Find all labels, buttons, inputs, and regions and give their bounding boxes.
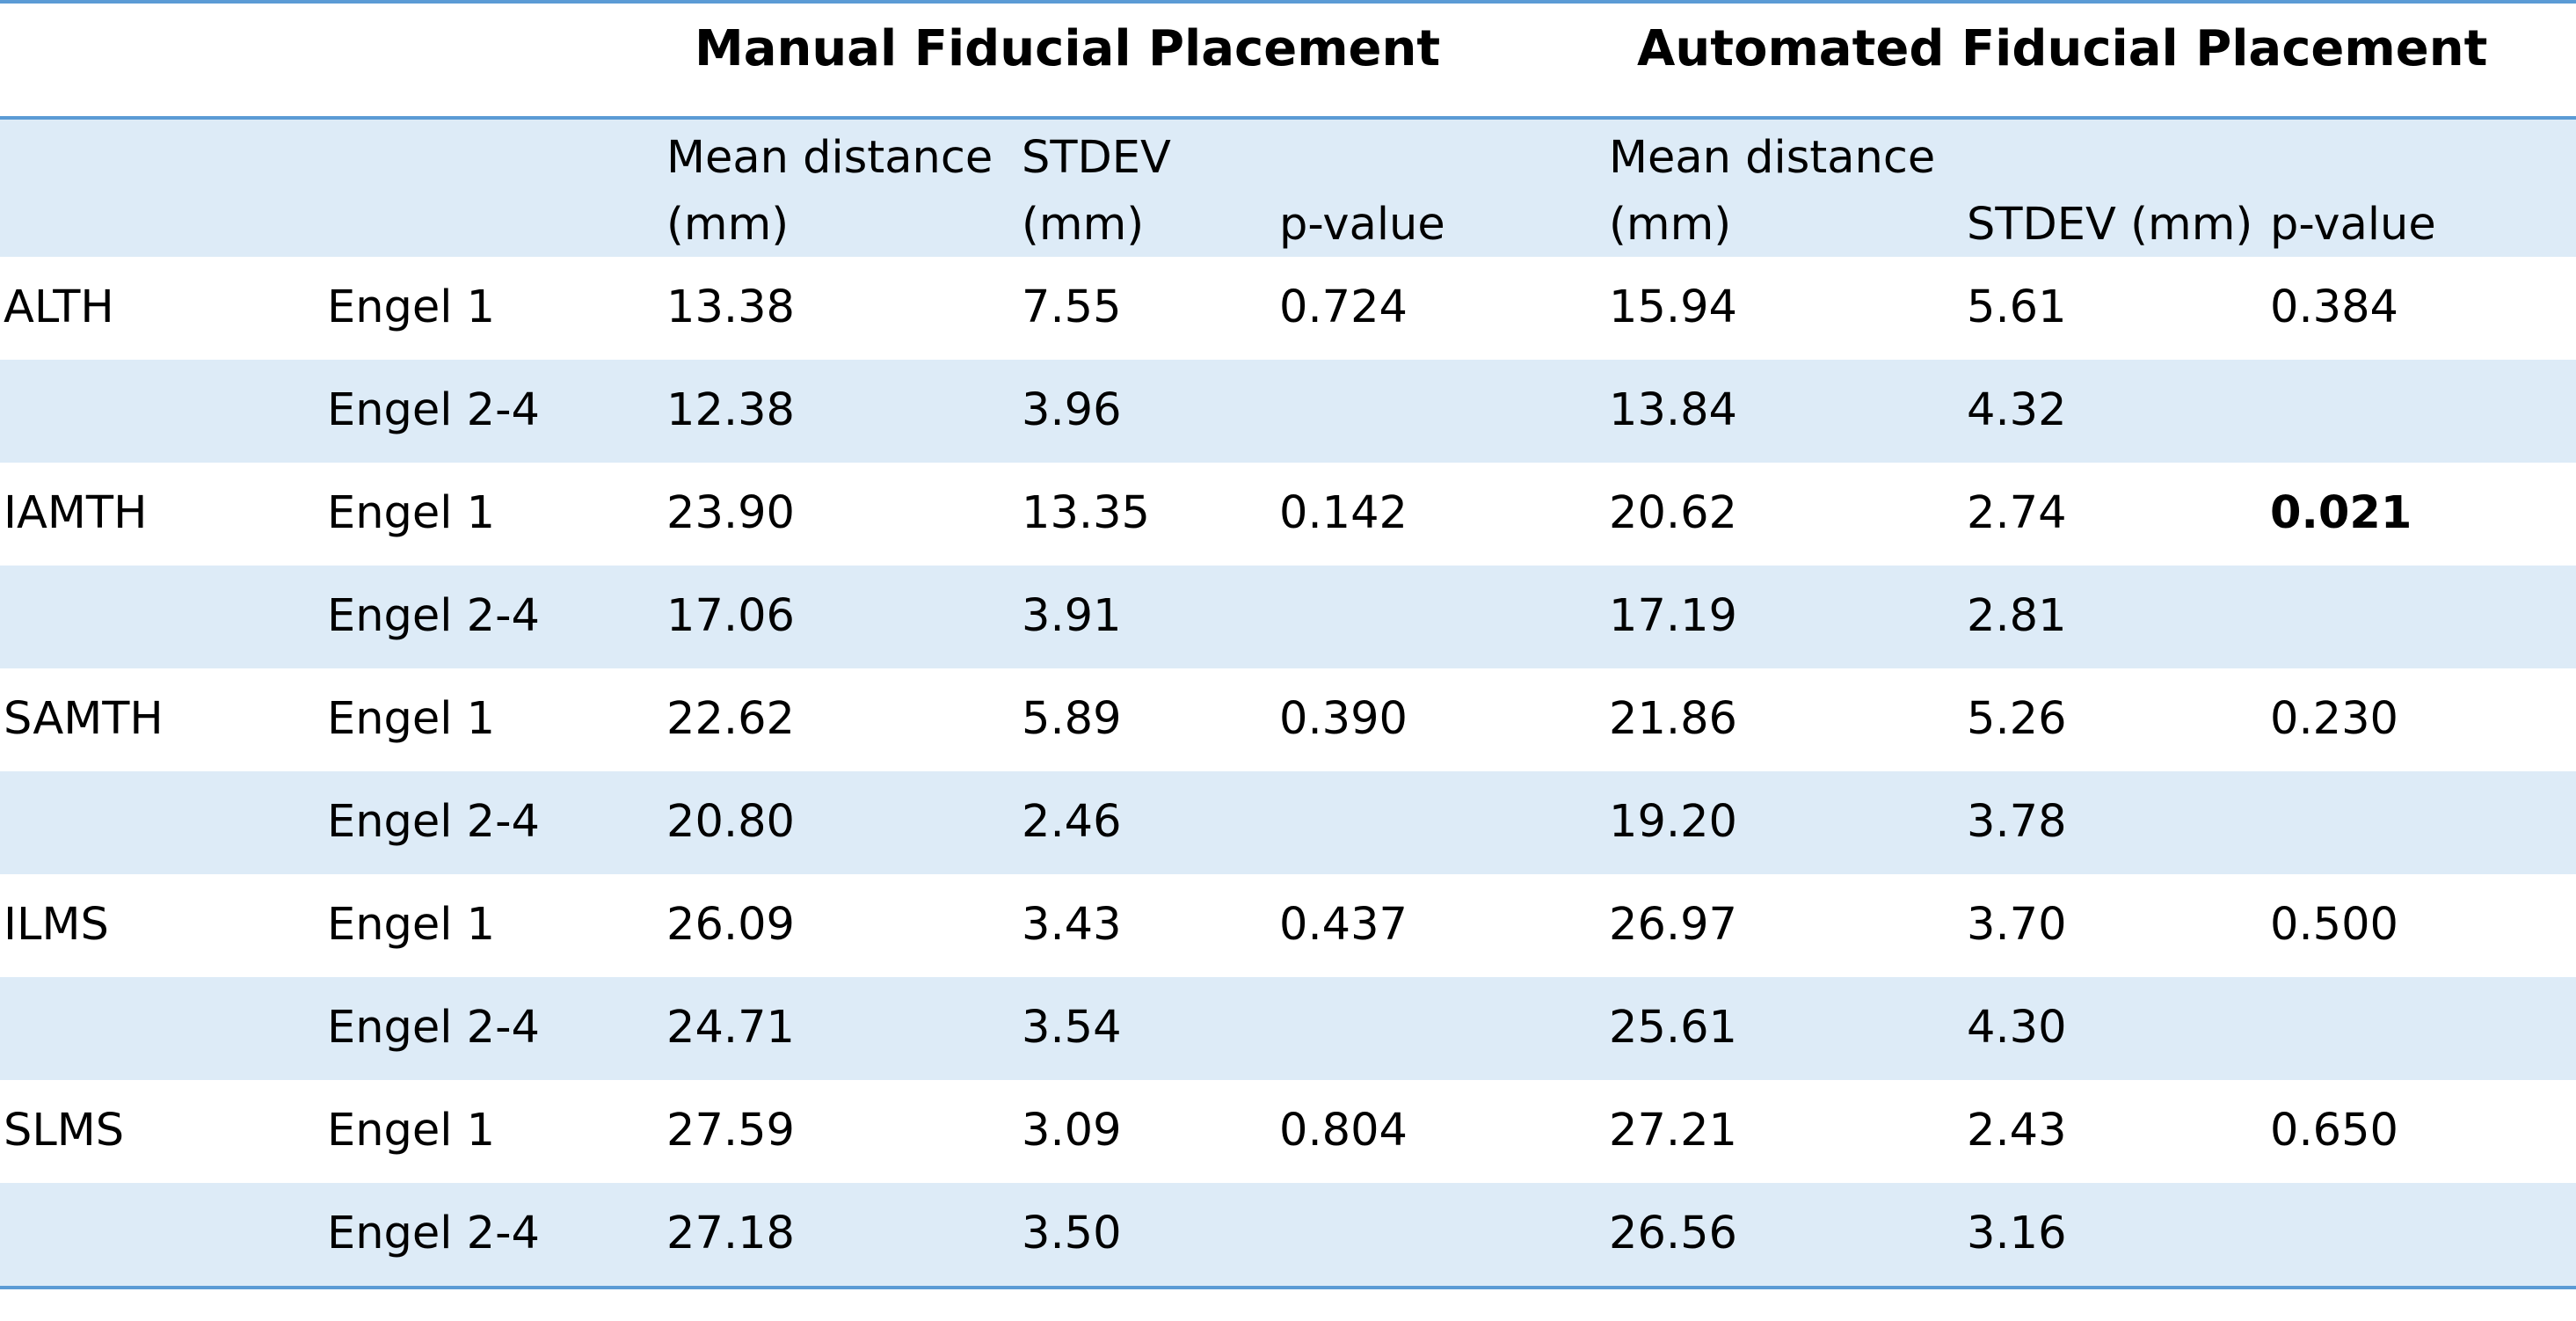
manual-mean-cell: 26.09 — [666, 899, 796, 951]
outcome-cell: Engel 1 — [327, 281, 496, 333]
automated-stdev-cell: 4.30 — [1967, 1002, 2067, 1054]
outcome-cell: Engel 1 — [327, 899, 496, 951]
automated-mean-cell: 26.56 — [1609, 1208, 1738, 1259]
manual-mean-cell: 20.80 — [666, 796, 796, 848]
table-row: Engel 2-4 17.06 3.91 17.19 2.81 — [0, 566, 2576, 668]
manual-mean-cell: 13.38 — [666, 281, 796, 333]
automated-mean-cell: 19.20 — [1609, 796, 1738, 848]
manual-stdev-header-line2: (mm) — [1022, 199, 1145, 251]
table-top-rule — [0, 0, 2576, 4]
manual-pvalue-cell: 0.804 — [1279, 1105, 1408, 1157]
region-cell: SAMTH — [4, 693, 164, 745]
automated-mean-cell: 20.62 — [1609, 487, 1738, 539]
automated-mean-cell: 21.86 — [1609, 693, 1738, 745]
automated-mean-header-line2: (mm) — [1609, 199, 1732, 251]
automated-pvalue-cell: 0.650 — [2270, 1105, 2399, 1157]
manual-pvalue-cell: 0.142 — [1279, 487, 1408, 539]
outcome-cell: Engel 1 — [327, 1105, 496, 1157]
automated-stdev-cell: 5.61 — [1967, 281, 2067, 333]
manual-stdev-cell: 3.50 — [1022, 1208, 1122, 1259]
manual-mean-cell: 17.06 — [666, 590, 796, 642]
table-row: IAMTH Engel 1 23.90 13.35 0.142 20.62 2.74 0.02… — [0, 463, 2576, 566]
outcome-cell: Engel 1 — [327, 487, 496, 539]
table-row: SLMS Engel 1 27.59 3.09 0.804 27.21 2.43 0.650 — [0, 1080, 2576, 1183]
manual-mean-cell: 23.90 — [666, 487, 796, 539]
manual-pvalue-cell: 0.437 — [1279, 899, 1408, 951]
group-title-manual: Manual Fiducial Placement — [695, 20, 1441, 77]
automated-stdev-cell: 5.26 — [1967, 693, 2067, 745]
outcome-cell: Engel 2-4 — [327, 796, 540, 848]
automated-mean-cell: 13.84 — [1609, 384, 1738, 436]
automated-pvalue-header: p-value — [2270, 199, 2436, 251]
outcome-cell: Engel 2-4 — [327, 384, 540, 436]
table-row: Engel 2-4 12.38 3.96 13.84 4.32 — [0, 360, 2576, 463]
automated-stdev-cell: 3.70 — [1967, 899, 2067, 951]
automated-stdev-cell: 4.32 — [1967, 384, 2067, 436]
automated-mean-cell: 25.61 — [1609, 1002, 1738, 1054]
manual-stdev-cell: 13.35 — [1022, 487, 1151, 539]
automated-stdev-cell: 3.78 — [1967, 796, 2067, 848]
group-header-rule — [0, 116, 2576, 120]
table-row: Engel 2-4 24.71 3.54 25.61 4.30 — [0, 977, 2576, 1080]
manual-pvalue-header: p-value — [1279, 199, 1445, 251]
subheader-band — [0, 120, 2576, 257]
outcome-cell: Engel 2-4 — [327, 1208, 540, 1259]
automated-stdev-cell: 2.74 — [1967, 487, 2067, 539]
region-cell: ALTH — [4, 281, 114, 333]
automated-mean-cell: 26.97 — [1609, 899, 1738, 951]
manual-stdev-header-line1: STDEV — [1022, 132, 1171, 184]
manual-stdev-cell: 7.55 — [1022, 281, 1122, 333]
table-row: SAMTH Engel 1 22.62 5.89 0.390 21.86 5.26 0.230 — [0, 668, 2576, 771]
automated-mean-cell: 27.21 — [1609, 1105, 1738, 1157]
table-row: Engel 2-4 27.18 3.50 26.56 3.16 — [0, 1183, 2576, 1286]
automated-stdev-cell: 2.81 — [1967, 590, 2067, 642]
manual-stdev-cell: 2.46 — [1022, 796, 1122, 848]
table-bottom-rule — [0, 1286, 2576, 1289]
group-title-automated: Automated Fiducial Placement — [1637, 20, 2488, 77]
manual-stdev-cell: 3.43 — [1022, 899, 1122, 951]
automated-pvalue-cell: 0.230 — [2270, 693, 2399, 745]
manual-pvalue-cell: 0.390 — [1279, 693, 1408, 745]
automated-mean-cell: 17.19 — [1609, 590, 1738, 642]
table-row: Engel 2-4 20.80 2.46 19.20 3.78 — [0, 771, 2576, 874]
automated-pvalue-cell: 0.021 — [2270, 487, 2412, 539]
manual-mean-cell: 22.62 — [666, 693, 796, 745]
manual-stdev-cell: 3.54 — [1022, 1002, 1122, 1054]
outcome-cell: Engel 2-4 — [327, 1002, 540, 1054]
manual-mean-header-line2: (mm) — [666, 199, 790, 251]
table-row: ALTH Engel 1 13.38 7.55 0.724 15.94 5.61 0.384 — [0, 257, 2576, 360]
region-cell: ILMS — [4, 899, 109, 951]
automated-pvalue-cell: 0.384 — [2270, 281, 2399, 333]
manual-mean-header-line1: Mean distance — [666, 132, 993, 184]
manual-mean-cell: 12.38 — [666, 384, 796, 436]
manual-mean-cell: 27.18 — [666, 1208, 796, 1259]
region-cell: SLMS — [4, 1105, 125, 1157]
manual-mean-cell: 24.71 — [666, 1002, 796, 1054]
automated-stdev-cell: 2.43 — [1967, 1105, 2067, 1157]
outcome-cell: Engel 1 — [327, 693, 496, 745]
manual-stdev-cell: 3.96 — [1022, 384, 1122, 436]
automated-mean-cell: 15.94 — [1609, 281, 1738, 333]
manual-stdev-cell: 5.89 — [1022, 693, 1122, 745]
manual-mean-cell: 27.59 — [666, 1105, 796, 1157]
manual-stdev-cell: 3.09 — [1022, 1105, 1122, 1157]
table-row: ILMS Engel 1 26.09 3.43 0.437 26.97 3.70 0.500 — [0, 874, 2576, 977]
automated-stdev-header: STDEV (mm) — [1967, 199, 2253, 251]
automated-mean-header-line1: Mean distance — [1609, 132, 1936, 184]
outcome-cell: Engel 2-4 — [327, 590, 540, 642]
automated-pvalue-cell: 0.500 — [2270, 899, 2399, 951]
manual-pvalue-cell: 0.724 — [1279, 281, 1408, 333]
region-cell: IAMTH — [4, 487, 148, 539]
automated-stdev-cell: 3.16 — [1967, 1208, 2067, 1259]
manual-stdev-cell: 3.91 — [1022, 590, 1122, 642]
